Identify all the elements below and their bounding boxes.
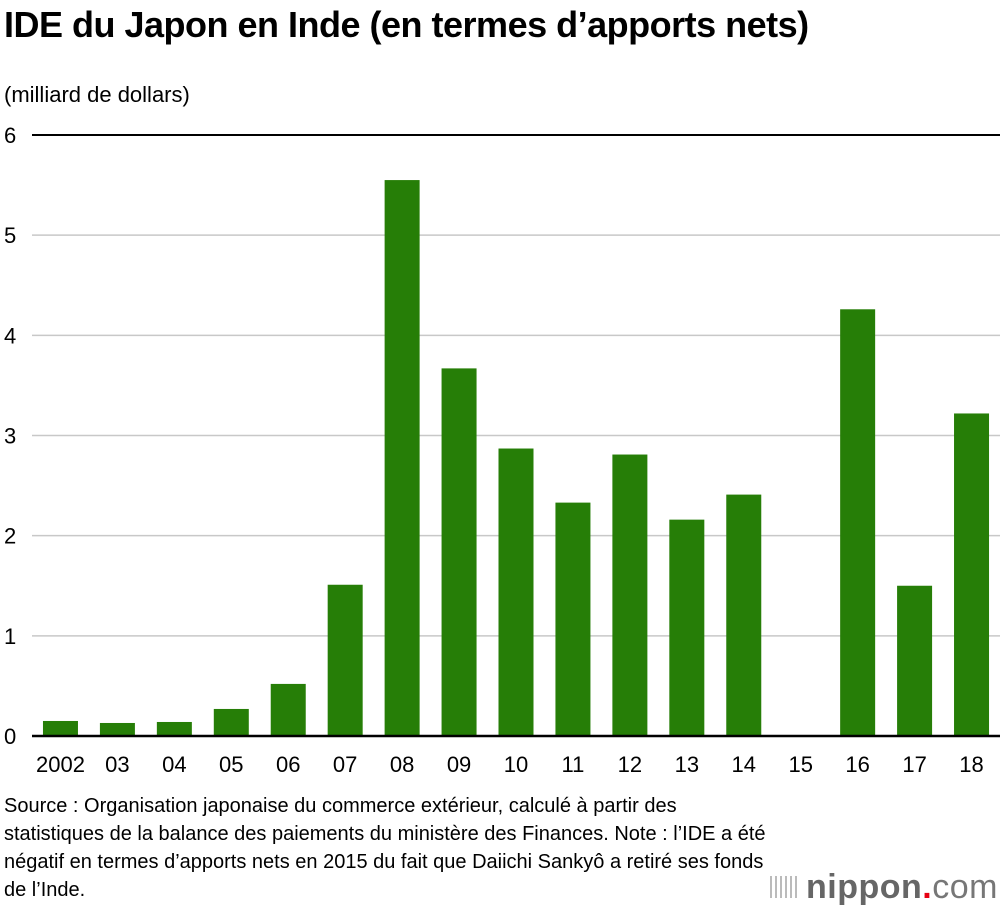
bar-14 [726, 494, 762, 736]
x-tick-label: 05 [219, 752, 243, 777]
bar-06 [270, 683, 306, 736]
bar-17 [897, 585, 933, 736]
y-tick-label: 1 [4, 624, 16, 649]
x-tick-label: 04 [162, 752, 186, 777]
y-tick-label: 6 [4, 123, 16, 148]
y-tick-label: 4 [4, 323, 16, 348]
x-tick-label: 2002 [36, 752, 85, 777]
bar-16 [840, 309, 876, 736]
bar-03 [99, 722, 135, 736]
bar-04 [156, 721, 192, 736]
nippon-logo: nippon.com [770, 868, 998, 907]
bar-11 [555, 502, 591, 736]
bar-07 [327, 584, 363, 736]
bar-10 [498, 448, 534, 736]
x-tick-label: 16 [845, 752, 869, 777]
y-tick-label: 5 [4, 223, 16, 248]
x-tick-label: 03 [105, 752, 129, 777]
logo-name: nippon [806, 868, 923, 906]
x-tick-label: 14 [732, 752, 756, 777]
bar-2002 [42, 720, 78, 736]
x-tick-label: 12 [618, 752, 642, 777]
logo-dot: . [922, 868, 933, 906]
bar-09 [441, 368, 477, 736]
x-tick-label: 11 [562, 752, 585, 777]
y-axis-label: (milliard de dollars) [4, 82, 190, 107]
x-tick-label: 13 [675, 752, 699, 777]
bar-05 [213, 708, 249, 736]
y-tick-label: 0 [4, 724, 16, 749]
x-tick-label: 06 [276, 752, 300, 777]
x-tick-label: 10 [504, 752, 528, 777]
x-tick-label: 18 [959, 752, 983, 777]
x-tick-label: 09 [447, 752, 471, 777]
x-tick-label: 17 [902, 752, 926, 777]
bar-13 [669, 519, 705, 736]
bar-18 [954, 413, 990, 736]
x-tick-label: 08 [390, 752, 414, 777]
source-note: Source : Organisation japonaise du comme… [4, 795, 766, 901]
bar-08 [384, 180, 420, 736]
x-tick-label: 15 [788, 752, 812, 777]
y-tick-label: 2 [4, 524, 16, 549]
chart-title: IDE du Japon en Inde (en termes d’apport… [4, 4, 809, 45]
bar-12 [612, 454, 648, 736]
y-tick-label: 3 [4, 424, 16, 449]
logo-mark-icon [770, 876, 800, 898]
x-tick-label: 07 [333, 752, 357, 777]
logo-suffix: com [932, 868, 998, 906]
